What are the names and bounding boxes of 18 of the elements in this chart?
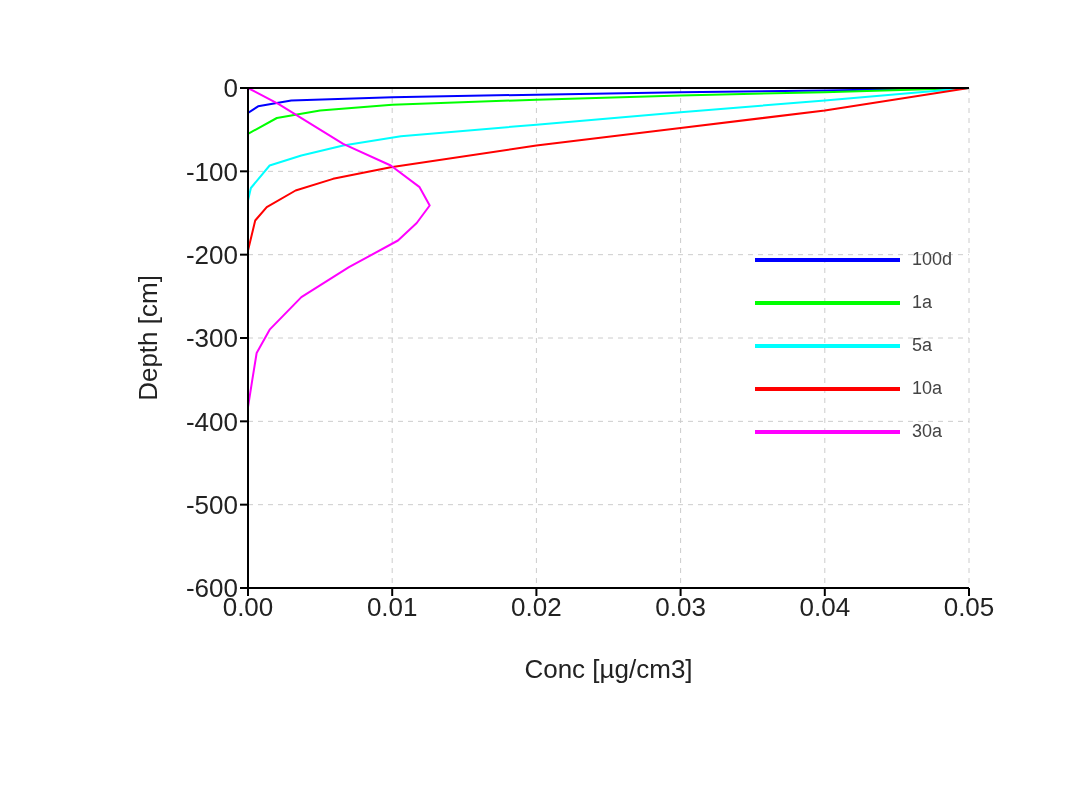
text: 1a xyxy=(912,292,933,313)
x-tick-label: 0.02 xyxy=(511,592,562,623)
y-tick-label: -400 xyxy=(185,406,238,437)
text: 10a xyxy=(912,378,943,399)
text: 5a xyxy=(912,335,933,356)
y-tick-label: -300 xyxy=(185,323,238,354)
y-tick-label: 0 xyxy=(223,73,238,104)
x-tick-label: 0.01 xyxy=(366,592,418,623)
x-tick-label: 0.04 xyxy=(799,592,851,623)
y-axis-title: Depth [cm] xyxy=(133,275,164,401)
x-axis-title: Conc [µg/cm3] xyxy=(524,654,693,684)
y-tick-label: -100 xyxy=(185,156,238,187)
text: 30a xyxy=(912,421,943,442)
x-tick-label: 0.03 xyxy=(655,592,706,623)
x-tick-label: 0.05 xyxy=(943,592,995,623)
y-tick-label: -200 xyxy=(185,239,238,270)
y-tick-label: -500 xyxy=(185,489,238,520)
text: 100d xyxy=(912,249,953,270)
